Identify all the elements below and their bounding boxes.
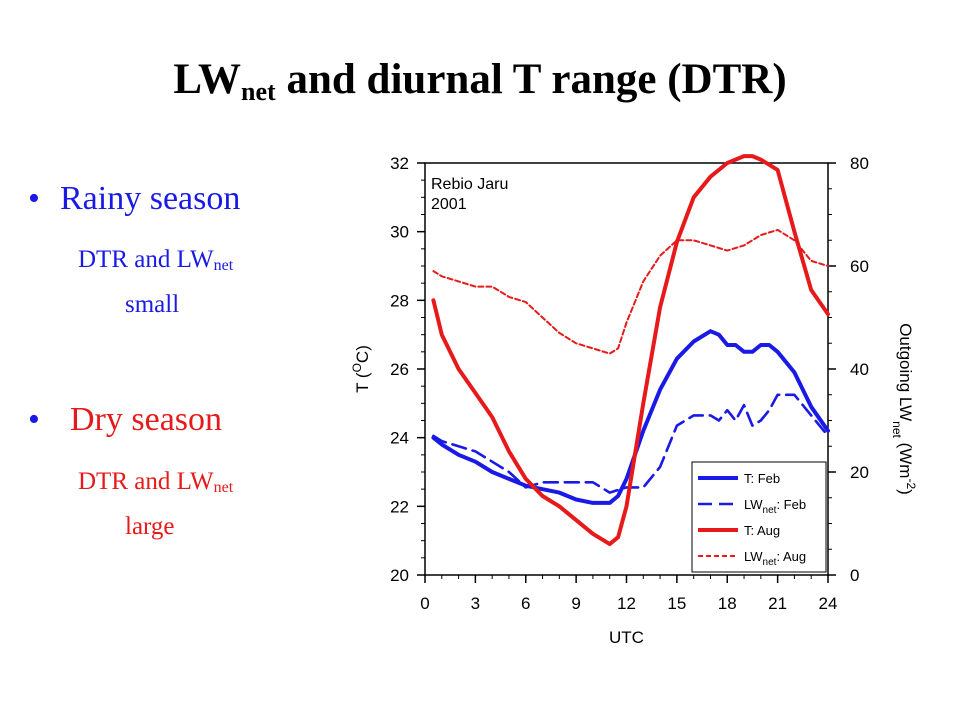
desc-text-2: large xyxy=(125,513,175,540)
y-left-label-text-2: C) xyxy=(353,345,372,363)
bullet-rainy-season: • Rainy season xyxy=(28,180,240,218)
y-right-axis-label: Outgoing LWnet (Wm-2) xyxy=(890,323,918,495)
slide-title: LWnet and diurnal T range (DTR) xyxy=(0,55,960,107)
y-left-label-sup: O xyxy=(350,363,364,372)
x-tick-label-12: 12 xyxy=(617,594,636,613)
chart-annotation-line-2: 2001 xyxy=(431,196,467,213)
y-left-axis-label: T (OC) xyxy=(350,345,372,393)
y-left-label-text: T ( xyxy=(353,372,372,393)
bullet-label: Rainy season xyxy=(60,180,241,217)
bullet-dot: • xyxy=(28,401,40,438)
y-right-tick-label-20: 20 xyxy=(850,463,869,482)
series-line-3 xyxy=(431,154,830,547)
y-left-tick-label-22: 22 xyxy=(390,497,409,516)
bullet-label: Dry season xyxy=(70,401,223,438)
y-left-tick-label-30: 30 xyxy=(390,223,409,242)
bullet-dot: • xyxy=(28,180,40,217)
legend-label-4: LWnet: Aug xyxy=(744,549,806,568)
desc-text-2: small xyxy=(125,291,180,318)
series-line-1 xyxy=(431,329,830,505)
desc-text: DTR and LW xyxy=(78,246,214,273)
legend-label-text-2: : Feb xyxy=(776,497,806,512)
x-axis-label: UTC xyxy=(609,628,644,647)
y-left-tick-label-32: 32 xyxy=(390,154,409,173)
x-tick-label-3: 3 xyxy=(471,594,480,613)
legend-label-text: T: Aug xyxy=(744,523,780,538)
x-tick-label-18: 18 xyxy=(718,594,737,613)
y-right-label-text-2: (Wm xyxy=(896,438,915,479)
x-tick-label-15: 15 xyxy=(667,594,686,613)
x-tick-label-9: 9 xyxy=(571,594,580,613)
y-right-label-text: Outgoing LW xyxy=(896,323,915,421)
y-right-tick-label-60: 60 xyxy=(850,257,869,276)
legend-label-text: T: Feb xyxy=(744,471,780,486)
x-tick-label-24: 24 xyxy=(819,594,838,613)
y-right-tick-label-40: 40 xyxy=(850,360,869,379)
x-tick-label-21: 21 xyxy=(768,594,787,613)
x-tick-label-0: 0 xyxy=(420,594,429,613)
series-line-2 xyxy=(432,393,830,494)
title-main: LW xyxy=(173,56,242,103)
chart-annotation-line-1: Rebio Jaru xyxy=(431,176,508,193)
x-tick-label-6: 6 xyxy=(521,594,530,613)
desc-subscript: net xyxy=(213,479,234,496)
y-right-label-sup: -2 xyxy=(904,478,918,489)
y-right-tick-label-0: 0 xyxy=(850,566,859,585)
legend-label-text: LW xyxy=(744,497,763,512)
legend-label-sub: net xyxy=(763,505,777,516)
bullet-rainy-desc: DTR and LWnet xyxy=(78,244,233,282)
title-subscript: net xyxy=(241,77,276,106)
y-left-tick-label-26: 26 xyxy=(390,360,409,379)
legend-label-1: T: Feb xyxy=(744,471,780,486)
desc-text: DTR and LW xyxy=(78,468,214,495)
line-chart: 0 3 6 9 12 15 18 21 24 20 22 24 26 28 30 32 0 20 40 60 80 UTC… xyxy=(350,154,918,647)
y-right-label-text-3: ) xyxy=(896,489,915,495)
y-right-tick-label-80: 80 xyxy=(850,154,869,173)
legend-label-2: LWnet: Feb xyxy=(744,497,806,516)
title-rest: and diurnal T range (DTR) xyxy=(275,56,787,103)
y-right-label-sub: net xyxy=(890,421,904,438)
bullet-dry-desc: DTR and LWnet xyxy=(78,466,233,504)
y-left-tick-label-24: 24 xyxy=(390,429,409,448)
series-line-4 xyxy=(432,228,829,355)
legend-label-3: T: Aug xyxy=(744,523,780,538)
legend-box xyxy=(691,461,827,573)
bullet-dry-season: • Dry season xyxy=(28,401,222,439)
legend-label-sub: net xyxy=(763,557,777,568)
bullet-dry-desc-2: large xyxy=(125,511,175,543)
legend-label-text: LW xyxy=(744,549,763,564)
y-left-tick-label-28: 28 xyxy=(390,291,409,310)
desc-subscript: net xyxy=(213,257,234,274)
legend-label-text-2: : Aug xyxy=(776,549,806,564)
bullet-rainy-desc-2: small xyxy=(125,289,179,321)
y-left-tick-label-20: 20 xyxy=(390,566,409,585)
